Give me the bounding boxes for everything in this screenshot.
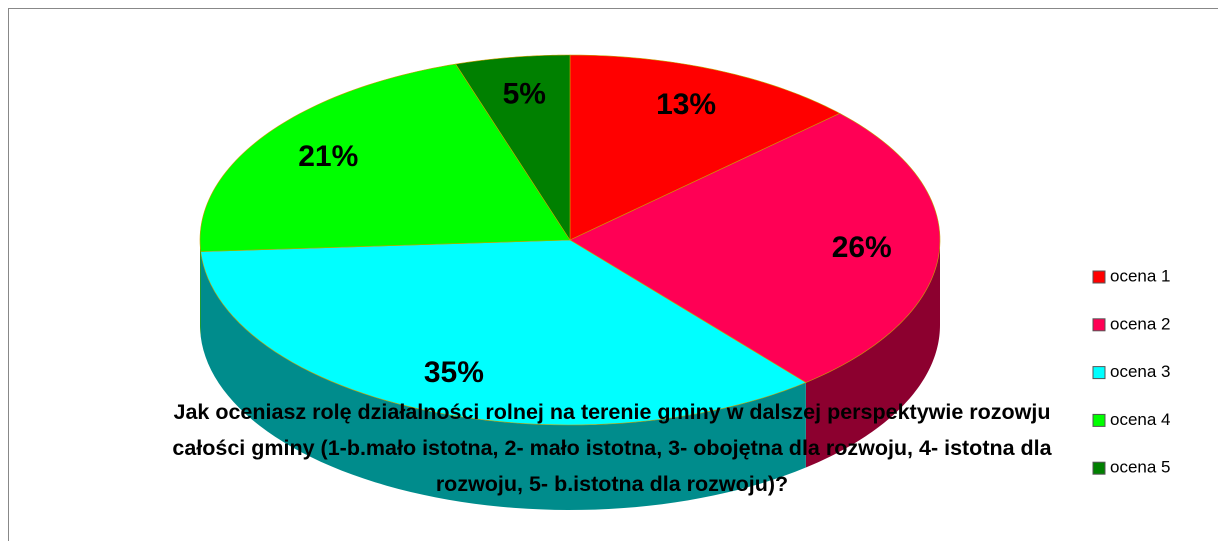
data-label: 21% <box>298 140 358 173</box>
pie-side <box>200 240 201 337</box>
pie-slice <box>569 113 941 383</box>
pie-slice <box>455 54 571 242</box>
legend-swatch <box>1092 366 1106 380</box>
legend-swatch <box>1092 461 1106 475</box>
legend-label: ocena 5 <box>1110 458 1171 477</box>
legend-swatch <box>1092 270 1106 284</box>
legend-label: ocena 1 <box>1110 266 1171 285</box>
pie-side <box>805 240 940 468</box>
legend-label: ocena 4 <box>1110 410 1171 429</box>
data-label: 35% <box>424 356 484 389</box>
legend-label: ocena 3 <box>1110 362 1171 381</box>
legend-swatch <box>1092 318 1106 332</box>
pie-slice <box>200 239 807 426</box>
data-label: 13% <box>656 88 716 121</box>
chart-border <box>8 8 1218 541</box>
pie-slice <box>569 54 841 241</box>
pie-slice <box>199 63 571 252</box>
legend-swatch <box>1092 413 1106 427</box>
chart-title: Jak oceniasz rolę działalności rolnej na… <box>172 400 1052 496</box>
data-label: 5% <box>503 78 546 111</box>
legend-label: ocena 2 <box>1110 314 1171 333</box>
data-label: 26% <box>832 231 892 264</box>
pie-side <box>200 251 806 510</box>
